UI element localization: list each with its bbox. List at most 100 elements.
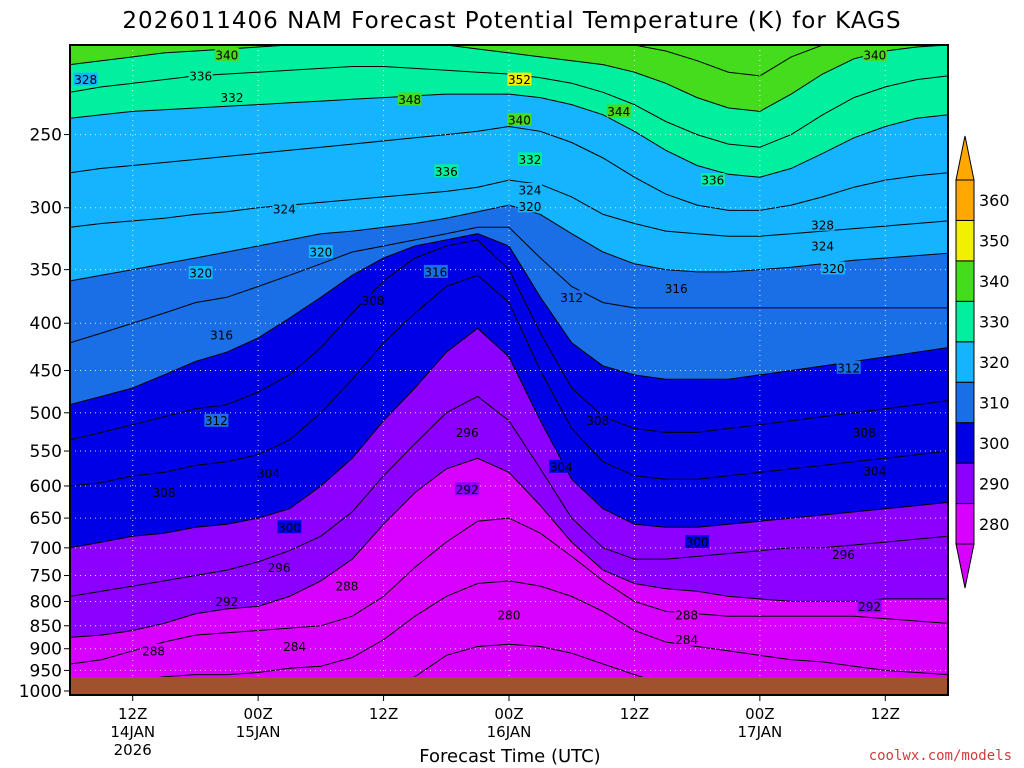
ground-below-surface xyxy=(70,677,948,695)
y-tick-label: 750 xyxy=(30,567,62,587)
contour-label-bg xyxy=(852,425,877,439)
x-tick-label: 12Z xyxy=(620,705,649,723)
colorbar-segment-310 xyxy=(955,381,975,424)
colorbar-segment-350 xyxy=(955,219,975,262)
y-tick-label: 350 xyxy=(30,261,62,281)
contour-label: 340 xyxy=(215,48,238,62)
contour-label: 320 xyxy=(309,246,332,260)
y-tick-label: 900 xyxy=(30,640,62,660)
contour-label: 312 xyxy=(205,414,228,428)
contour-label: 336 xyxy=(701,174,724,188)
x-tick-label: 14JAN xyxy=(110,723,155,741)
contour-label-bg xyxy=(517,182,542,196)
colorbar-label: 300 xyxy=(979,434,1010,453)
contour-label: 336 xyxy=(435,165,458,179)
credit-text: coolwx.com/models xyxy=(869,748,1012,764)
contour-label: 292 xyxy=(215,595,238,609)
contour-label: 320 xyxy=(822,262,845,276)
contour-label: 280 xyxy=(498,609,521,623)
contour-label-bg xyxy=(674,632,699,646)
colorbar-label: 340 xyxy=(979,272,1010,291)
band-fill-above-344 xyxy=(70,45,948,76)
contour-label-bg xyxy=(361,293,386,307)
contour-label-bg xyxy=(267,560,292,574)
y-axis: 250 300 350 400 450 500 550 600 650 700 750 800 850 9… xyxy=(19,126,70,702)
contour-label: 324 xyxy=(811,240,834,254)
contour-label-bg xyxy=(862,47,887,61)
isentrope-292 xyxy=(70,457,948,638)
contour-label: 340 xyxy=(508,113,531,127)
contour-label: 324 xyxy=(273,203,296,217)
isentrope-344 xyxy=(70,45,948,77)
contour-label: 288 xyxy=(675,609,698,623)
y-tick-label: 400 xyxy=(30,314,62,334)
contour-label-bg xyxy=(549,459,574,473)
contour-labels: 3403363323283483523403443323363363403243… xyxy=(73,47,887,658)
contour-label-bg xyxy=(455,425,480,439)
contour-label-bg xyxy=(277,520,302,534)
contour-label: 308 xyxy=(853,426,876,440)
contour-label: 300 xyxy=(686,536,709,550)
contour-label-bg xyxy=(606,104,631,118)
contour-label-bg xyxy=(517,199,542,213)
colorbar-label: 320 xyxy=(979,353,1010,372)
contour-label-bg xyxy=(810,239,835,253)
contour-label-bg xyxy=(674,608,699,622)
contour-label-bg xyxy=(220,90,245,104)
colorbar-extend-bottom xyxy=(955,543,975,589)
contour-label: 304 xyxy=(550,460,573,474)
contour-label: 316 xyxy=(424,265,447,279)
contour-label-bg xyxy=(256,466,281,480)
contour-label: 296 xyxy=(832,548,855,562)
colorbar: 280 290 300 310 320 330 340 350 360 xyxy=(955,135,1010,589)
contour-label-bg xyxy=(204,413,229,427)
y-tick-label: 550 xyxy=(30,442,62,462)
contour-label-bg xyxy=(214,47,239,61)
isentrope-316 xyxy=(70,226,948,344)
y-tick-label: 700 xyxy=(30,539,62,559)
isentrope-280 xyxy=(70,643,948,695)
x-tick-label: 12Z xyxy=(118,705,147,723)
contour-label-bg xyxy=(188,68,213,82)
contour-label: 304 xyxy=(863,464,886,478)
contour-label-bg xyxy=(434,164,459,178)
isentrope-288 xyxy=(70,517,948,665)
contour-label: 348 xyxy=(398,93,421,107)
contour-label-bg xyxy=(397,92,422,106)
contour-label-bg xyxy=(585,413,610,427)
y-tick-label: 500 xyxy=(30,404,62,424)
contour-label-bg xyxy=(73,72,98,86)
contour-label-bg xyxy=(214,594,239,608)
colorbar-segment-330 xyxy=(955,300,975,343)
colorbar-label: 350 xyxy=(979,232,1010,251)
contour-label: 344 xyxy=(607,105,630,119)
contour-label-bg xyxy=(507,72,532,86)
colorbar-label: 290 xyxy=(979,474,1010,493)
contour-label-bg xyxy=(272,202,297,216)
x-tick-label: 15JAN xyxy=(236,723,281,741)
contour-label: 296 xyxy=(268,561,291,575)
contour-label-bg xyxy=(821,261,846,275)
x-tick-label: 12Z xyxy=(369,705,398,723)
isentrope-328 xyxy=(70,125,948,211)
contour-label: 288 xyxy=(336,580,359,594)
colorbar-label: 280 xyxy=(979,515,1010,534)
plot-area: 3403363323283483523403443323363363403243… xyxy=(70,45,948,695)
colorbar-segment-300 xyxy=(955,422,975,464)
contour-label-bg xyxy=(700,173,725,187)
contour-label: 308 xyxy=(362,294,385,308)
colorbar-extend-top xyxy=(955,135,975,181)
colorbar-label: 330 xyxy=(979,313,1010,332)
contour-label-bg xyxy=(664,281,689,295)
contour-label: 340 xyxy=(863,48,886,62)
colorbar-label: 310 xyxy=(979,393,1010,412)
contour-label-bg xyxy=(685,535,710,549)
colorbar-segment-340 xyxy=(955,260,975,302)
contour-label-bg xyxy=(507,112,532,126)
y-tick-label: 950 xyxy=(30,661,62,681)
contour-label-bg xyxy=(308,245,333,259)
contour-label-bg xyxy=(810,217,835,231)
x-axis-label: Forecast Time (UTC) xyxy=(419,746,600,767)
